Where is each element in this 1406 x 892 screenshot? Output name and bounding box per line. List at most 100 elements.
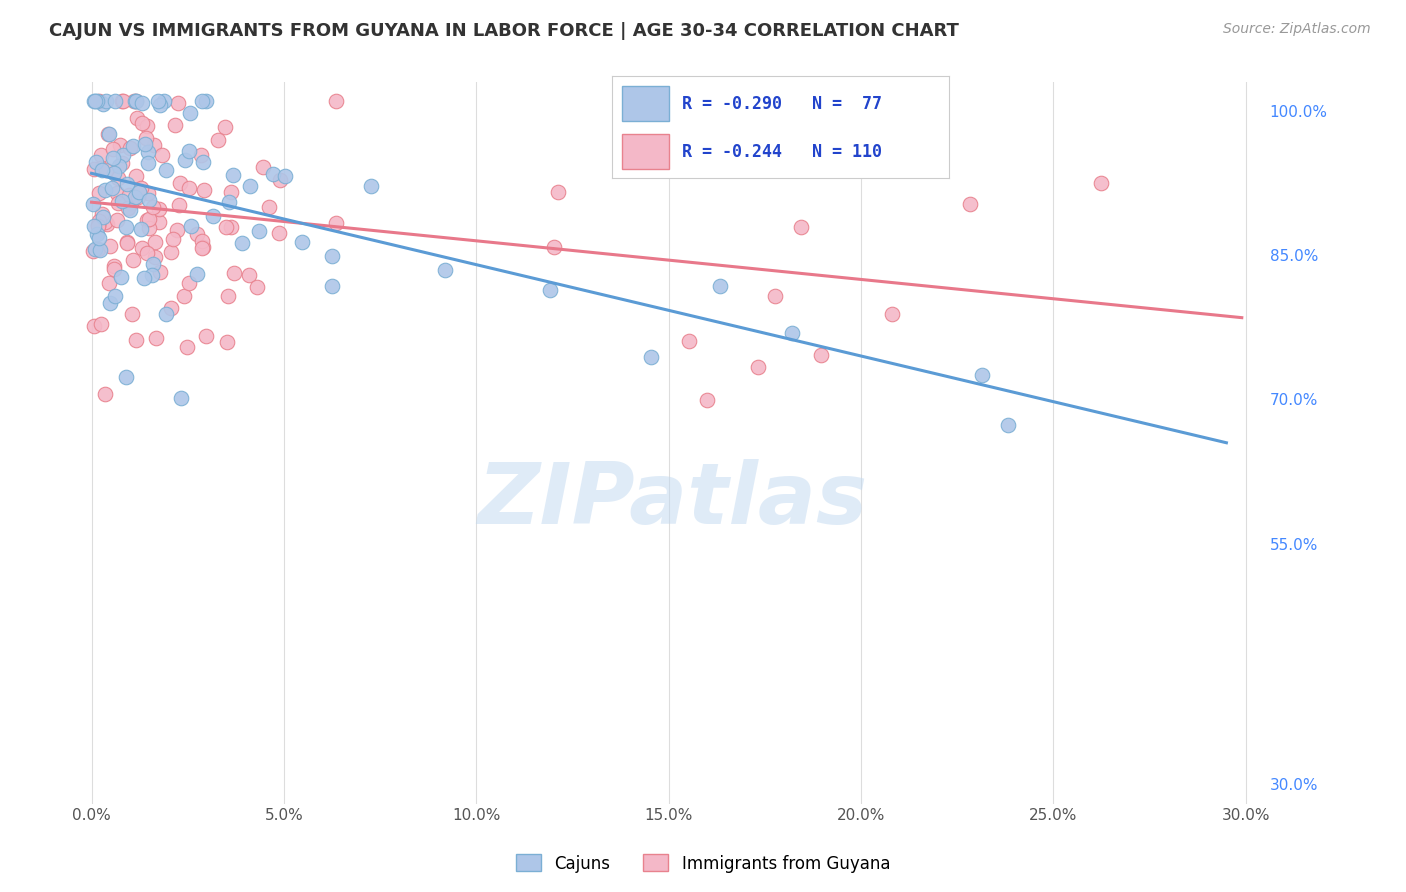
Point bbox=[269, 173, 291, 187]
Point bbox=[163, 118, 186, 132]
Point bbox=[142, 257, 165, 271]
Point bbox=[191, 94, 214, 108]
Point bbox=[238, 268, 260, 283]
Point bbox=[91, 207, 114, 221]
Point bbox=[153, 94, 176, 108]
Point bbox=[155, 163, 177, 178]
Point bbox=[83, 162, 105, 177]
Point bbox=[194, 94, 217, 108]
Point bbox=[90, 317, 112, 331]
Point bbox=[191, 234, 214, 248]
Point bbox=[696, 392, 718, 407]
Point bbox=[143, 235, 166, 250]
Point bbox=[169, 176, 191, 190]
Point bbox=[107, 195, 129, 210]
Point bbox=[148, 215, 170, 229]
Point bbox=[83, 219, 105, 233]
Point bbox=[218, 195, 240, 210]
Point bbox=[325, 94, 347, 108]
Point bbox=[433, 263, 456, 277]
Point bbox=[101, 180, 124, 194]
Text: CAJUN VS IMMIGRANTS FROM GUYANA IN LABOR FORCE | AGE 30-34 CORRELATION CHART: CAJUN VS IMMIGRANTS FROM GUYANA IN LABOR… bbox=[49, 22, 959, 40]
Point bbox=[193, 183, 215, 197]
Point bbox=[115, 236, 138, 251]
Point bbox=[87, 219, 110, 233]
Point bbox=[125, 169, 148, 184]
Point bbox=[246, 280, 269, 294]
Point bbox=[86, 218, 108, 232]
Point bbox=[90, 161, 112, 175]
Point bbox=[219, 185, 242, 199]
Point bbox=[321, 249, 343, 263]
Point bbox=[166, 222, 188, 236]
Point bbox=[91, 97, 114, 112]
Point bbox=[763, 288, 786, 302]
Point bbox=[239, 179, 262, 194]
Point bbox=[131, 116, 153, 130]
Point bbox=[111, 194, 134, 208]
Point bbox=[167, 95, 190, 110]
Point bbox=[83, 94, 105, 108]
Text: R = -0.290   N =  77: R = -0.290 N = 77 bbox=[682, 95, 883, 112]
Point bbox=[325, 216, 347, 230]
Point bbox=[970, 368, 993, 383]
Point bbox=[105, 186, 128, 200]
Point bbox=[108, 159, 131, 173]
Point bbox=[90, 148, 112, 162]
Point bbox=[115, 235, 138, 250]
Point bbox=[104, 289, 127, 303]
Point bbox=[135, 246, 157, 260]
Point bbox=[138, 212, 160, 227]
Point bbox=[83, 318, 105, 333]
Point bbox=[89, 94, 111, 108]
Point bbox=[360, 179, 382, 194]
Point bbox=[997, 417, 1019, 432]
Point bbox=[190, 148, 212, 162]
Point bbox=[141, 268, 163, 282]
Point bbox=[143, 137, 166, 152]
Point bbox=[105, 213, 128, 227]
Point bbox=[101, 142, 124, 156]
Point bbox=[193, 240, 215, 254]
Point bbox=[82, 196, 104, 211]
Point bbox=[111, 156, 134, 170]
Point bbox=[124, 190, 146, 204]
Point bbox=[96, 94, 118, 108]
Point bbox=[129, 181, 152, 195]
Point bbox=[291, 235, 314, 249]
Point bbox=[117, 202, 139, 216]
Point bbox=[149, 98, 172, 112]
Point bbox=[89, 243, 111, 257]
Point bbox=[120, 196, 142, 211]
Point bbox=[167, 198, 190, 212]
Point bbox=[1090, 176, 1112, 190]
Point bbox=[118, 203, 141, 218]
Point bbox=[87, 186, 110, 200]
FancyBboxPatch shape bbox=[621, 135, 669, 169]
Point bbox=[101, 151, 124, 165]
Point bbox=[191, 155, 214, 169]
FancyBboxPatch shape bbox=[621, 87, 669, 121]
Point bbox=[136, 186, 159, 201]
Point bbox=[97, 127, 120, 141]
Point bbox=[247, 224, 270, 238]
Point bbox=[179, 181, 201, 195]
Point bbox=[214, 120, 236, 134]
Point bbox=[125, 94, 148, 108]
Point bbox=[82, 244, 104, 258]
Point bbox=[98, 276, 121, 290]
Point bbox=[169, 391, 191, 405]
Point bbox=[122, 94, 145, 108]
Point bbox=[959, 197, 981, 211]
Point bbox=[107, 171, 129, 186]
Point bbox=[94, 183, 117, 197]
Point bbox=[121, 253, 143, 268]
Point bbox=[145, 331, 167, 345]
Point bbox=[780, 326, 803, 341]
Point bbox=[136, 156, 159, 170]
Point bbox=[86, 227, 108, 242]
Point bbox=[640, 350, 662, 364]
Point bbox=[136, 120, 159, 134]
Point bbox=[217, 335, 239, 350]
Point bbox=[111, 94, 134, 108]
